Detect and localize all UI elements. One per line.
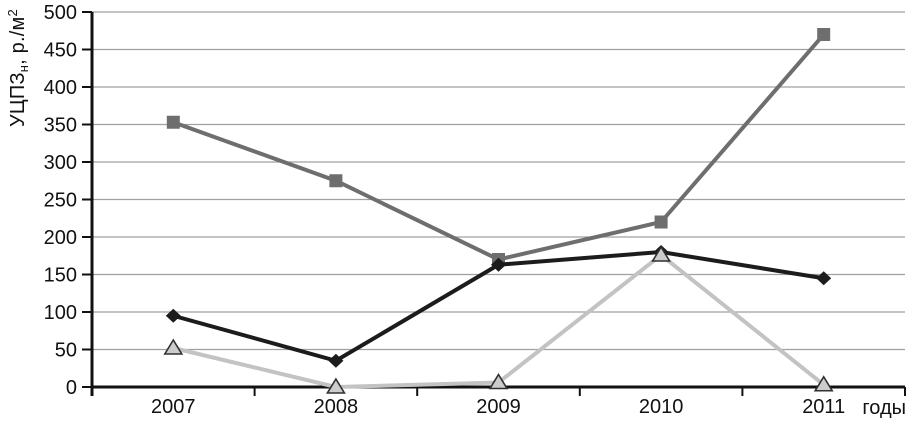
marker-diamond	[328, 353, 344, 368]
y-tick-label: 0	[66, 377, 77, 399]
y-tick-label: 500	[44, 2, 77, 24]
marker-square	[817, 28, 831, 41]
y-tick-label: 50	[55, 340, 77, 362]
y-tick-label: 150	[44, 265, 77, 287]
marker-triangle	[651, 245, 672, 262]
axes: 0 50 100 150 200 250 300 350 400 450 500 2007 2008 20…	[44, 2, 906, 419]
y-tick-label: 450	[44, 40, 77, 62]
marker-triangle	[488, 372, 509, 390]
x-axis-title: годы	[862, 397, 906, 419]
y-axis-title-base: УЦПЗ	[7, 72, 29, 127]
y-tick-label: 250	[44, 190, 77, 212]
marker-diamond	[165, 308, 181, 323]
series-2-diamonds	[165, 245, 832, 368]
y-axis-title: УЦПЗн, р./м2	[5, 9, 31, 127]
marker-diamond	[491, 257, 506, 272]
marker-diamond	[816, 271, 832, 286]
y-axis-title-superscript: 2	[5, 9, 20, 17]
y-tick-label: 200	[44, 227, 77, 249]
x-tick-label: 2011	[802, 396, 845, 418]
y-tick-label: 300	[44, 152, 77, 174]
x-tick-label: 2007	[151, 396, 196, 418]
y-axis-title-subscript: н	[16, 64, 31, 73]
y-tick-label: 400	[44, 77, 77, 99]
y-axis-title-unit: , р./м	[7, 16, 29, 65]
y-tick-label: 350	[44, 115, 77, 137]
marker-triangle	[325, 377, 346, 394]
y-tick-label: 100	[44, 302, 77, 324]
series-3-triangles	[163, 245, 834, 394]
gridlines	[92, 11, 905, 351]
x-tick-label: 2010	[639, 396, 684, 418]
series-line	[172, 33, 826, 262]
marker-square	[329, 174, 343, 188]
series-1-squares	[166, 28, 831, 266]
x-tick-label: 2008	[314, 396, 359, 418]
x-tick-label: 2009	[476, 396, 521, 418]
marker-triangle	[813, 375, 834, 392]
marker-triangle	[163, 338, 184, 355]
marker-square	[166, 115, 180, 129]
marker-square	[654, 215, 668, 229]
